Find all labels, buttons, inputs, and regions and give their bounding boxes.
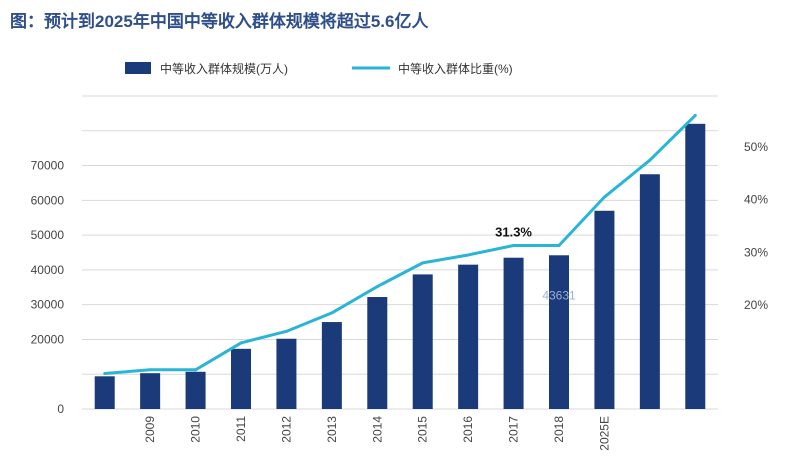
line-point — [421, 261, 425, 265]
bar — [185, 371, 206, 409]
annotations: 31.3% 43631 — [495, 224, 576, 302]
left-axis-ticks: 0 20000 30000 40000 50000 60000 70000 — [31, 159, 65, 416]
x-axis-ticks: 2009 2010 2011 2012 2013 2014 2015 2016 2017 2018… — [143, 416, 611, 451]
right-tick-label: 50% — [744, 140, 768, 154]
legend-bar-label: 中等收入群体规模(万人) — [160, 61, 288, 76]
left-tick-label: 40000 — [31, 263, 65, 277]
x-tick-label: 2018 — [552, 416, 566, 443]
bar-series — [94, 123, 706, 410]
bar — [594, 210, 615, 409]
line-point — [330, 311, 334, 315]
left-tick-label: 30000 — [31, 298, 65, 312]
legend-line-label: 中等收入群体比重(%) — [398, 61, 513, 76]
line-callout-label: 31.3% — [495, 224, 532, 239]
x-tick-label: 2012 — [279, 416, 293, 443]
bar — [639, 174, 660, 409]
line-point — [557, 243, 561, 247]
line-point — [512, 243, 516, 247]
line-point — [284, 329, 288, 333]
line-point — [375, 285, 379, 289]
line-series — [103, 113, 697, 375]
line-point — [648, 158, 652, 162]
bar — [140, 373, 161, 409]
bar — [549, 255, 569, 409]
left-tick-label: 60000 — [31, 193, 65, 207]
left-tick-label: 0 — [57, 402, 64, 416]
bar — [503, 257, 524, 409]
line-point — [194, 368, 198, 372]
gridlines — [82, 95, 718, 410]
bar — [458, 264, 479, 409]
legend: 中等收入群体规模(万人) 中等收入群体比重(%) — [125, 61, 513, 76]
right-tick-label: 40% — [744, 193, 768, 207]
x-tick-label: 2016 — [461, 416, 475, 443]
bar — [94, 376, 115, 409]
bar — [231, 348, 251, 409]
bar — [685, 123, 706, 410]
line-path — [104, 114, 697, 375]
x-tick-label: 2015 — [416, 416, 430, 443]
x-tick-label: 2014 — [370, 416, 384, 443]
x-tick-label: 2025E — [597, 416, 611, 451]
line-point — [466, 253, 470, 257]
left-tick-label: 20000 — [31, 332, 65, 346]
right-tick-label: 30% — [744, 245, 768, 259]
chart-title: 图：预计到2025年中国中等收入群体规模将超过5.6亿人 — [10, 12, 429, 31]
bar — [276, 338, 297, 409]
x-tick-label: 2013 — [325, 416, 339, 443]
line-point — [103, 371, 107, 375]
line-point — [239, 341, 243, 345]
left-tick-label: 70000 — [31, 159, 65, 173]
x-tick-label: 2010 — [189, 416, 203, 443]
bar-data-label: 43631 — [542, 288, 576, 302]
left-tick-label: 50000 — [31, 228, 65, 242]
bar — [367, 297, 388, 409]
x-tick-label: 2017 — [507, 416, 521, 443]
x-tick-label: 2011 — [234, 416, 248, 442]
bar — [412, 274, 433, 409]
legend-bar-swatch — [125, 62, 151, 74]
right-tick-label: 20% — [744, 298, 768, 312]
bar — [321, 322, 342, 409]
line-point — [693, 113, 697, 117]
right-axis-ticks: 20% 30% 40% 50% — [744, 140, 768, 312]
x-tick-label: 2009 — [143, 416, 157, 443]
line-point — [602, 195, 606, 199]
line-point — [148, 368, 152, 372]
